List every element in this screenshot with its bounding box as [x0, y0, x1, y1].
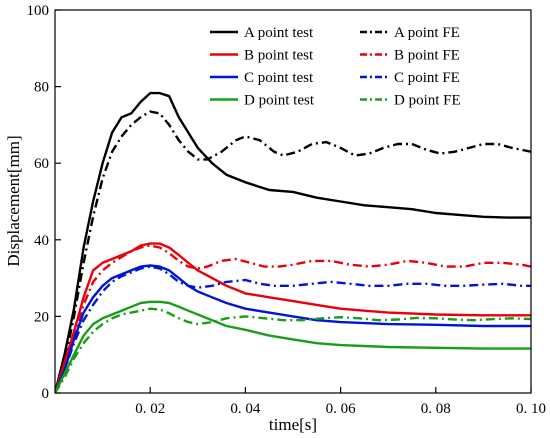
x-tick-label: 0. 02	[135, 401, 165, 417]
y-tick-label: 60	[34, 156, 49, 172]
series-line-7	[55, 307, 531, 393]
x-tick-label: 0. 10	[516, 401, 546, 417]
y-tick-label: 100	[27, 3, 50, 19]
y-tick-label: 80	[34, 80, 49, 96]
y-tick-label: 20	[34, 309, 49, 325]
y-tick-label: 0	[42, 386, 50, 402]
series-line-5	[55, 265, 531, 393]
legend-label: D point FE	[394, 93, 461, 109]
y-axis-label: Displacement[mm]	[4, 135, 23, 266]
legend-label: B point FE	[394, 48, 460, 64]
x-tick-label: 0. 06	[326, 401, 357, 417]
legend-label: A point test	[244, 25, 314, 41]
series-line-4	[55, 264, 531, 393]
legend-label: A point FE	[394, 25, 460, 41]
legend-label: D point test	[244, 93, 315, 109]
series-line-3	[55, 244, 531, 393]
x-tick-label: 0. 04	[230, 401, 261, 417]
legend: A point test A point FE B point test B poin…	[210, 25, 461, 109]
x-tick-label: 0. 08	[421, 401, 451, 417]
series-line-2	[55, 242, 531, 393]
series-line-6	[55, 300, 531, 393]
x-axis-label: time[s]	[269, 415, 317, 434]
series-line-1	[55, 110, 531, 393]
plot-frame	[54, 9, 532, 394]
x-axis-ticks: 0. 02 0. 04 0. 06 0. 08 0. 10	[135, 387, 546, 417]
legend-label: B point test	[244, 48, 314, 64]
y-tick-label: 40	[34, 233, 49, 249]
y-axis-ticks: 0 20 40 60 80 100	[27, 3, 61, 402]
legend-label: C point test	[244, 70, 314, 86]
legend-label: C point FE	[394, 70, 460, 86]
series-layer	[55, 91, 531, 393]
series-line-0	[55, 91, 531, 393]
